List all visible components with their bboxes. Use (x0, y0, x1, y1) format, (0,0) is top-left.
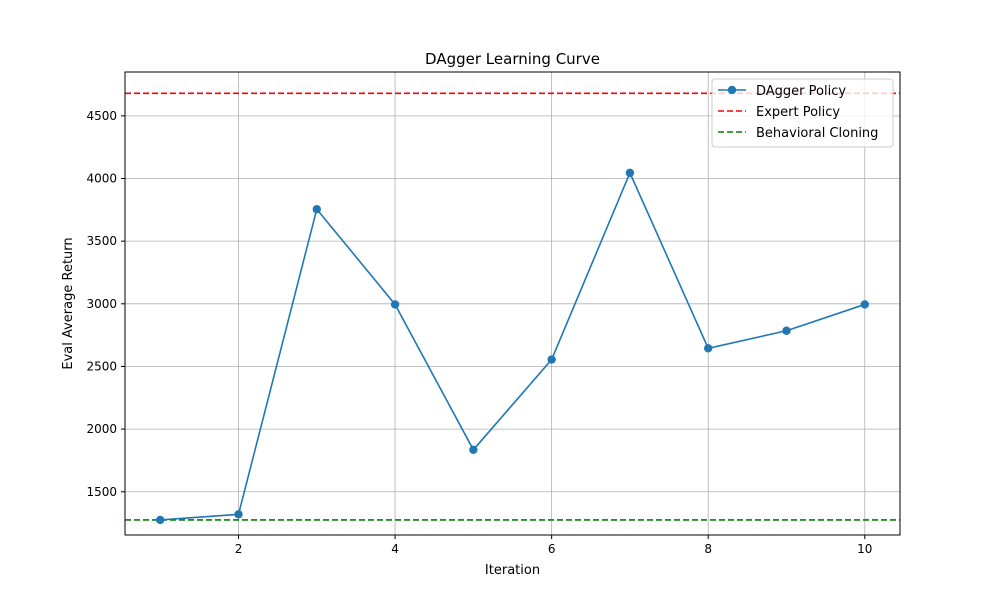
data-point (782, 326, 791, 335)
legend-box (711, 78, 894, 148)
y-tick-label: 2000 (86, 422, 117, 436)
legend-entry-label: Expert Policy (756, 105, 840, 120)
y-tick-label: 4000 (86, 172, 117, 186)
y-tick-label: 1500 (86, 485, 117, 499)
x-tick-label: 8 (704, 542, 712, 556)
data-point (390, 300, 400, 309)
series (156, 168, 869, 525)
data-point (312, 205, 321, 214)
legend-marker (727, 85, 737, 95)
data-point (156, 515, 165, 525)
y-tick-label: 3500 (86, 234, 117, 248)
x-tick-label: 6 (548, 542, 556, 556)
y-tick-label: 3000 (86, 297, 117, 311)
x-tick-label: 10 (857, 542, 872, 556)
data-point (704, 344, 713, 353)
data-point (860, 300, 869, 309)
series-line (160, 170, 866, 521)
data-point (469, 445, 478, 454)
y-tick-label: 4500 (86, 109, 117, 123)
legend: DAgger Policy Expert Policy Behavioral Clo… (711, 78, 894, 148)
chart-title: DAgger Learning Curve (425, 50, 600, 68)
y-ticks: 1500 2000 2500 3000 3500 4000 4500 (86, 109, 125, 499)
y-tick-label: 2500 (86, 359, 117, 373)
x-ticks: 2 4 6 8 10 (235, 535, 872, 556)
data-point (234, 510, 243, 519)
data-point (547, 355, 556, 364)
y-axis-label: Eval Average Return (61, 237, 76, 369)
x-axis-label: Iteration (485, 563, 540, 578)
data-point (625, 168, 635, 178)
legend-entry-label: DAgger Policy (756, 84, 846, 99)
reference-lines (125, 92, 900, 521)
x-tick-label: 4 (391, 542, 399, 556)
legend-entry-label: Behavioral Cloning (756, 126, 878, 141)
x-tick-label: 2 (235, 542, 243, 556)
